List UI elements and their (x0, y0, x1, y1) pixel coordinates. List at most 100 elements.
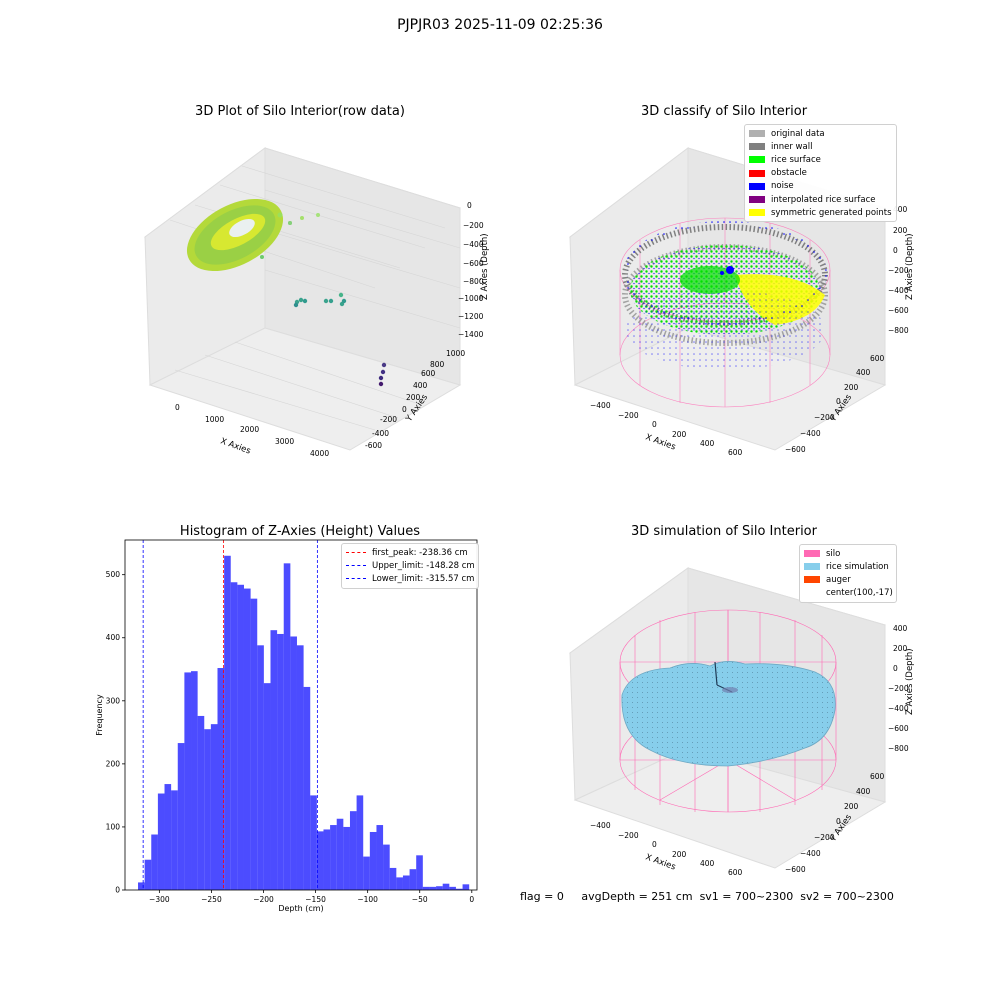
histogram-axes-frame (124, 539, 478, 891)
histogram-bar (243, 588, 251, 890)
raw-z-tick: −800 (463, 277, 484, 286)
legend-swatch (749, 209, 765, 217)
classify-z-tick: −200 (888, 266, 909, 275)
simulation-z-tick: −800 (888, 744, 909, 753)
raw-z-tick: −200 (463, 221, 484, 230)
histogram-bar (343, 826, 350, 890)
classify-y-tick: −400 (800, 429, 821, 438)
legend-label: obstacle (771, 168, 807, 179)
histogram-bar (157, 793, 165, 890)
raw-x-tick-labels: 0 1000 2000 3000 4000 (175, 403, 329, 458)
histogram-x-axis-label: Depth (cm) (278, 904, 323, 913)
simulation-z-tick: −200 (888, 684, 909, 693)
histogram-y-tick-label: 100 (106, 822, 121, 831)
legend-label: center(100,-17) (826, 588, 893, 599)
histogram-bar (323, 829, 331, 890)
histogram-bar (462, 884, 470, 890)
histogram-x-tick-label: −250 (201, 895, 222, 904)
raw-x-tick: 3000 (275, 437, 294, 446)
classify-z-tick: −400 (888, 286, 909, 295)
histogram-reference-lines (142, 540, 318, 890)
classify-z-tick: −800 (888, 326, 909, 335)
histogram-bar (449, 886, 456, 890)
raw-x-axis-label: X Axies (219, 436, 252, 456)
legend-item: auger (804, 573, 892, 586)
classify-y-tick: 200 (844, 383, 859, 392)
histogram-bar (383, 844, 390, 890)
histogram-bar (217, 668, 225, 890)
histogram-bar (376, 825, 384, 890)
legend-item: first_peak: -238.36 cm (346, 546, 474, 559)
classify-x-tick: 600 (728, 448, 743, 457)
histogram-bar (416, 855, 423, 890)
simulation-legend: silo rice simulation auger center(100,-1… (799, 544, 897, 603)
simulation-y-tick: 400 (856, 787, 871, 796)
simulation-x-tick: 200 (672, 850, 687, 859)
histogram-bar (224, 555, 231, 890)
histogram-bar (363, 856, 370, 890)
raw-y-tick: 800 (430, 360, 445, 369)
histogram-bar (455, 888, 463, 890)
raw-rice-ring (186, 198, 284, 272)
raw-z-tick: −600 (463, 259, 484, 268)
raw-3d-plot: 0 1000 2000 3000 4000 -600 -400 -200 0 2… (143, 147, 490, 458)
raw-z-tick: −1000 (458, 294, 484, 303)
simulation-z-tick-labels: 400 200 0 −200 −400 −600 −800 (888, 624, 909, 753)
classify-y-tick: −600 (785, 445, 806, 454)
classify-x-tick: 200 (672, 430, 687, 439)
legend-swatch (804, 590, 820, 597)
raw-y-tick: -600 (365, 441, 382, 450)
histogram-bar (356, 795, 364, 890)
legend-label: silo (826, 548, 841, 559)
histogram-bar (171, 790, 178, 890)
histogram-bar (270, 630, 278, 890)
raw-plot-title: 3D Plot of Silo Interior(row data) (195, 104, 405, 119)
legend-item: rice simulation (804, 560, 892, 573)
histogram-bar (204, 729, 211, 890)
legend-label: rice simulation (826, 561, 889, 572)
legend-label: interpolated rice surface (771, 194, 876, 205)
classify-x-tick: 400 (700, 439, 715, 448)
histogram-bar (330, 825, 337, 890)
histogram-chart: −300 −250 −200 −150 −100 −50 0 0 100 200 300 400 50… (95, 539, 478, 913)
histogram-y-tick-label: 0 (115, 886, 120, 895)
legend-label: Upper_limit: -148.28 cm (372, 560, 475, 571)
histogram-x-ticks: −300 −250 −200 −150 −100 −50 0 (149, 890, 474, 904)
histogram-x-tick-label: −200 (253, 895, 274, 904)
classify-x-tick: −400 (590, 401, 611, 410)
classify-y-tick: 600 (870, 354, 885, 363)
legend-swatch (749, 156, 765, 164)
classify-y-tick: 0 (836, 397, 841, 406)
simulation-x-tick: 400 (700, 859, 715, 868)
simulation-y-tick-labels: −600 −400 −200 0 200 400 600 (785, 772, 885, 874)
legend-label: Lower_limit: -315.57 cm (372, 573, 475, 584)
histogram-bar (164, 784, 172, 890)
legend-item: noise (749, 180, 892, 193)
histogram-bar (429, 886, 437, 890)
raw-y-tick: -400 (372, 429, 389, 438)
raw-scatter-points (260, 212, 387, 387)
raw-y-tick: 400 (413, 381, 428, 390)
legend-swatch (749, 169, 765, 177)
raw-x-tick: 2000 (240, 425, 259, 434)
simulation-y-tick: −600 (785, 865, 806, 874)
histogram-y-tick-label: 500 (106, 570, 121, 579)
histogram-bar (191, 671, 198, 890)
histogram-bar (303, 686, 311, 890)
histogram-bar (409, 869, 417, 890)
legend-swatch (804, 563, 820, 571)
histogram-y-tick-label: 300 (106, 696, 121, 705)
classify-z-tick: 0 (893, 246, 898, 255)
classify-x-tick: 0 (652, 420, 657, 429)
legend-item: obstacle (749, 167, 892, 180)
classify-legend: original data inner wall rice surface ob… (744, 124, 897, 223)
simulation-x-tick-labels: −400 −200 0 200 400 600 (590, 821, 743, 877)
legend-line (346, 578, 366, 580)
status-line: flag = 0 avgDepth = 251 cm sv1 = 700~230… (520, 890, 894, 903)
histogram-bar (184, 672, 192, 890)
legend-label: symmetric generated points (771, 207, 892, 218)
histogram-x-tick-label: −100 (357, 895, 378, 904)
histogram-bar (210, 724, 218, 890)
histogram-x-tick-label: −50 (412, 895, 428, 904)
histogram-bar (336, 818, 344, 890)
